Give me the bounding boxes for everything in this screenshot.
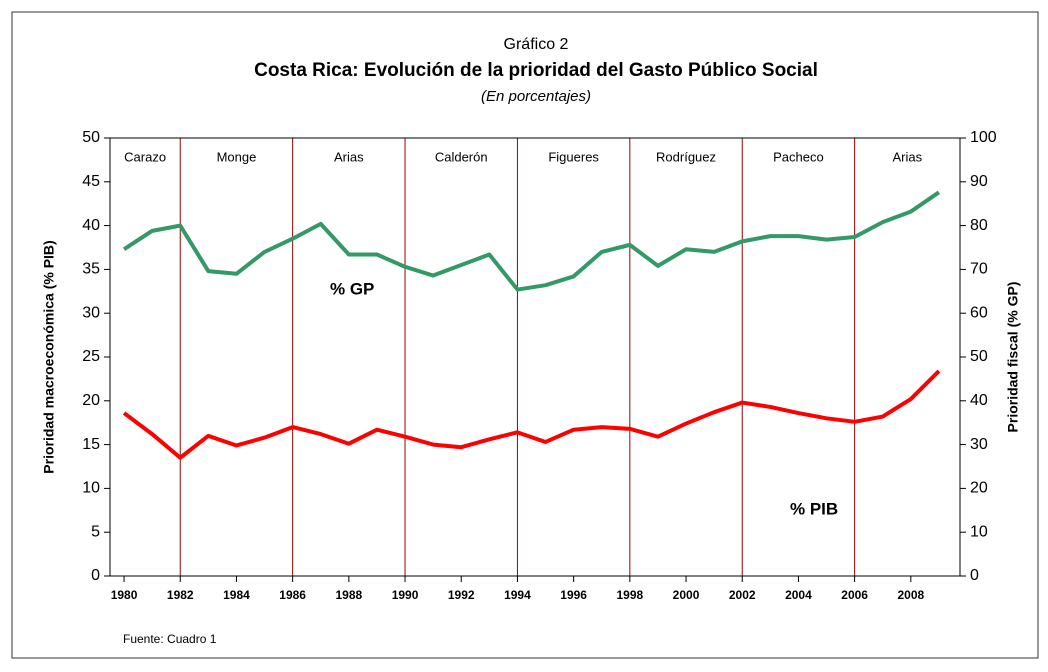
administration-label: Monge: [217, 149, 257, 164]
administration-label: Arias: [334, 149, 364, 164]
y2-tick-label: 60: [970, 304, 988, 321]
y-tick-label: 0: [91, 567, 100, 584]
y2-tick-label: 70: [970, 261, 988, 278]
series-label: % PIB: [790, 499, 838, 518]
chart-subtitle: (En porcentajes): [481, 88, 591, 105]
x-tick-label: 1980: [111, 588, 138, 602]
y-tick-label: 30: [82, 304, 100, 321]
x-tick-label: 1990: [392, 588, 419, 602]
y2-tick-label: 80: [970, 217, 988, 234]
y-tick-label: 20: [82, 392, 100, 409]
y2-tick-label: 0: [970, 567, 979, 584]
administration-label: Rodríguez: [656, 149, 716, 164]
y-tick-label: 45: [82, 173, 100, 190]
x-tick-label: 1984: [223, 588, 250, 602]
y2-tick-label: 20: [970, 480, 988, 497]
y2-tick-label: 100: [970, 129, 997, 146]
x-tick-label: 2004: [785, 588, 812, 602]
y2-tick-label: 30: [970, 436, 988, 453]
y2-tick-label: 40: [970, 392, 988, 409]
x-tick-label: 1996: [560, 588, 587, 602]
x-tick-label: 1994: [504, 588, 531, 602]
y-tick-label: 15: [82, 436, 100, 453]
x-tick-label: 2008: [897, 588, 924, 602]
frame: [11, 11, 1039, 659]
x-tick-label: 2006: [841, 588, 868, 602]
administration-label: Carazo: [124, 149, 166, 164]
administration-label: Arias: [893, 149, 923, 164]
x-tick-label: 1998: [616, 588, 643, 602]
y-tick-label: 40: [82, 217, 100, 234]
y-tick-label: 5: [91, 523, 100, 540]
y2-axis-label: Prioridad fiscal (% GP): [1005, 282, 1021, 433]
y-tick-label: 35: [82, 261, 100, 278]
y-axis-label: Prioridad macroeconómica (% PIB): [41, 240, 57, 473]
x-tick-label: 1992: [448, 588, 475, 602]
administration-label: Figueres: [548, 149, 599, 164]
y-tick-label: 50: [82, 129, 100, 146]
x-tick-label: 2000: [673, 588, 700, 602]
series-label: % GP: [330, 279, 374, 298]
y-tick-label: 10: [82, 480, 100, 497]
x-tick-label: 1988: [335, 588, 362, 602]
administration-label: Pacheco: [773, 149, 824, 164]
y-tick-label: 25: [82, 348, 100, 365]
y2-tick-label: 50: [970, 348, 988, 365]
chart-title: Gráfico 2: [504, 36, 569, 53]
source: Fuente: Cuadro 1: [123, 632, 217, 646]
chart-subtitle: Costa Rica: Evolución de la prioridad de…: [254, 60, 818, 81]
y2-tick-label: 10: [970, 523, 988, 540]
administration-label: Calderón: [435, 149, 488, 164]
x-tick-label: 2002: [729, 588, 756, 602]
x-tick-label: 1986: [279, 588, 306, 602]
x-tick-label: 1982: [167, 588, 194, 602]
y2-tick-label: 90: [970, 173, 988, 190]
series-line: [122, 369, 941, 460]
series-line: [122, 190, 941, 292]
